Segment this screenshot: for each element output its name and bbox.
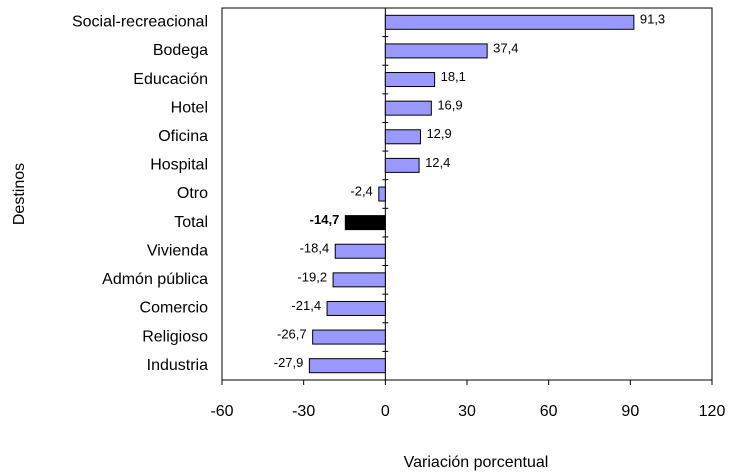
y-tick-label: Oficina — [158, 128, 208, 145]
value-label: 12,9 — [426, 126, 451, 141]
x-tick-label: 0 — [381, 403, 390, 420]
x-axis-title: Variación porcentual — [404, 454, 549, 471]
plot-frame — [221, 7, 713, 381]
value-label: -14,7 — [310, 212, 340, 227]
value-label: 18,1 — [441, 69, 466, 84]
value-label: -27,9 — [274, 355, 304, 370]
y-tick-label: Social-recreacional — [72, 14, 208, 31]
y-tick-label: Educación — [133, 71, 208, 88]
bar — [326, 300, 386, 316]
x-tick-label: -60 — [210, 403, 233, 420]
y-tick-label: Otro — [177, 185, 208, 202]
bar — [384, 129, 421, 145]
value-label: 91,3 — [640, 12, 665, 27]
y-tick-label: Religioso — [142, 328, 208, 345]
bar — [308, 358, 386, 374]
value-label: -19,2 — [297, 269, 327, 284]
y-tick-label: Bodega — [153, 42, 208, 59]
x-tick-label: -30 — [292, 403, 315, 420]
bar — [378, 186, 386, 202]
x-tick-label: 30 — [458, 403, 476, 420]
bar — [384, 72, 436, 88]
y-tick-label: Total — [174, 214, 208, 231]
value-label: -26,7 — [277, 327, 307, 342]
bar — [334, 243, 386, 259]
value-label: 16,9 — [437, 98, 462, 113]
value-label: -2,4 — [350, 183, 372, 198]
value-label: -18,4 — [300, 241, 330, 256]
bar — [384, 100, 432, 116]
bar — [344, 215, 386, 231]
y-tick-label: Industria — [147, 357, 208, 374]
y-tick-label: Admón pública — [102, 271, 208, 288]
x-tick-label: 120 — [699, 403, 726, 420]
value-label: 37,4 — [493, 40, 518, 55]
x-tick-label: 90 — [621, 403, 639, 420]
y-tick-label: Hotel — [171, 99, 208, 116]
y-axis-title: Destinos — [11, 163, 28, 225]
y-tick-label: Vivienda — [147, 242, 208, 259]
x-tick-label: 60 — [540, 403, 558, 420]
value-label: 12,4 — [425, 155, 450, 170]
value-label: -21,4 — [291, 298, 321, 313]
y-tick-label: Comercio — [140, 300, 209, 317]
bar — [384, 157, 420, 173]
bar — [384, 14, 635, 30]
bar — [332, 272, 386, 288]
y-tick-label: Hospital — [150, 157, 208, 174]
bar — [312, 329, 386, 345]
bar — [384, 43, 488, 59]
